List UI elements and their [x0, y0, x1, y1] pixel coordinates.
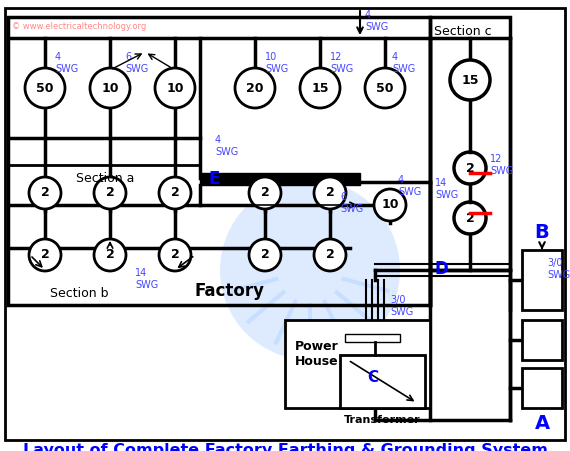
- Text: B: B: [535, 223, 549, 242]
- Text: 15: 15: [461, 74, 479, 87]
- Text: 2: 2: [325, 249, 335, 262]
- Text: 50: 50: [376, 82, 394, 95]
- Text: 20: 20: [246, 82, 264, 95]
- Text: 4
SWG: 4 SWG: [55, 52, 78, 74]
- FancyBboxPatch shape: [285, 320, 430, 408]
- Circle shape: [249, 177, 281, 209]
- Text: 10: 10: [101, 82, 119, 95]
- Text: Power
House: Power House: [295, 340, 339, 368]
- Text: 14
SWG: 14 SWG: [435, 178, 458, 200]
- FancyBboxPatch shape: [340, 355, 425, 408]
- Circle shape: [454, 152, 486, 184]
- Text: Section c: Section c: [434, 25, 491, 38]
- Circle shape: [235, 68, 275, 108]
- Circle shape: [314, 177, 346, 209]
- Text: 10: 10: [166, 82, 184, 95]
- Text: A: A: [535, 414, 549, 433]
- Circle shape: [249, 239, 281, 271]
- Text: 12
SWG: 12 SWG: [490, 154, 513, 176]
- Text: 2: 2: [170, 249, 180, 262]
- Circle shape: [159, 177, 191, 209]
- Text: Section b: Section b: [50, 287, 108, 300]
- Circle shape: [374, 189, 406, 221]
- Text: 3/0
SWG: 3/0 SWG: [547, 258, 570, 280]
- Text: 3/0
SWG: 3/0 SWG: [390, 295, 413, 317]
- Text: Layout of Complete Factory Earthing & Grounding System: Layout of Complete Factory Earthing & Gr…: [23, 443, 547, 451]
- Text: 10: 10: [381, 198, 399, 212]
- Circle shape: [90, 68, 130, 108]
- Text: 4
SWG: 4 SWG: [392, 52, 416, 74]
- Text: 4
SWG: 4 SWG: [365, 10, 388, 32]
- FancyBboxPatch shape: [522, 368, 562, 408]
- Circle shape: [94, 239, 126, 271]
- Circle shape: [314, 239, 346, 271]
- Circle shape: [220, 180, 400, 360]
- Text: 4
SWG: 4 SWG: [398, 175, 421, 197]
- FancyBboxPatch shape: [200, 173, 360, 185]
- FancyBboxPatch shape: [522, 250, 562, 310]
- Text: 2: 2: [466, 161, 474, 175]
- Text: © www.electricaltechnology.org: © www.electricaltechnology.org: [12, 22, 146, 31]
- Text: C: C: [367, 370, 378, 385]
- Circle shape: [94, 177, 126, 209]
- Circle shape: [454, 202, 486, 234]
- Text: 2: 2: [40, 249, 50, 262]
- FancyBboxPatch shape: [345, 334, 400, 342]
- Circle shape: [300, 68, 340, 108]
- Text: 2: 2: [170, 187, 180, 199]
- Circle shape: [25, 68, 65, 108]
- Text: 6
SWG: 6 SWG: [125, 52, 148, 74]
- Text: 50: 50: [36, 82, 54, 95]
- Text: Factory: Factory: [195, 282, 265, 300]
- Text: Section a: Section a: [76, 172, 134, 185]
- Text: 12
SWG: 12 SWG: [330, 52, 353, 74]
- Text: 2: 2: [40, 187, 50, 199]
- Text: 2: 2: [260, 249, 270, 262]
- Text: 4
SWG: 4 SWG: [215, 135, 238, 156]
- Text: 14
SWG: 14 SWG: [135, 268, 158, 290]
- FancyBboxPatch shape: [522, 320, 562, 360]
- Circle shape: [450, 60, 490, 100]
- Text: 15: 15: [311, 82, 329, 95]
- Circle shape: [155, 68, 195, 108]
- Text: 2: 2: [325, 187, 335, 199]
- Text: E: E: [208, 170, 219, 188]
- Text: 2: 2: [466, 212, 474, 225]
- Circle shape: [159, 239, 191, 271]
- Circle shape: [29, 177, 61, 209]
- Circle shape: [365, 68, 405, 108]
- Text: D: D: [435, 260, 449, 278]
- Text: 2: 2: [260, 187, 270, 199]
- Text: 2: 2: [105, 187, 115, 199]
- Circle shape: [29, 239, 61, 271]
- Text: 2: 2: [105, 249, 115, 262]
- Text: 6
SWG: 6 SWG: [340, 192, 363, 214]
- Text: 10
SWG: 10 SWG: [265, 52, 288, 74]
- Text: Transformer: Transformer: [344, 415, 420, 425]
